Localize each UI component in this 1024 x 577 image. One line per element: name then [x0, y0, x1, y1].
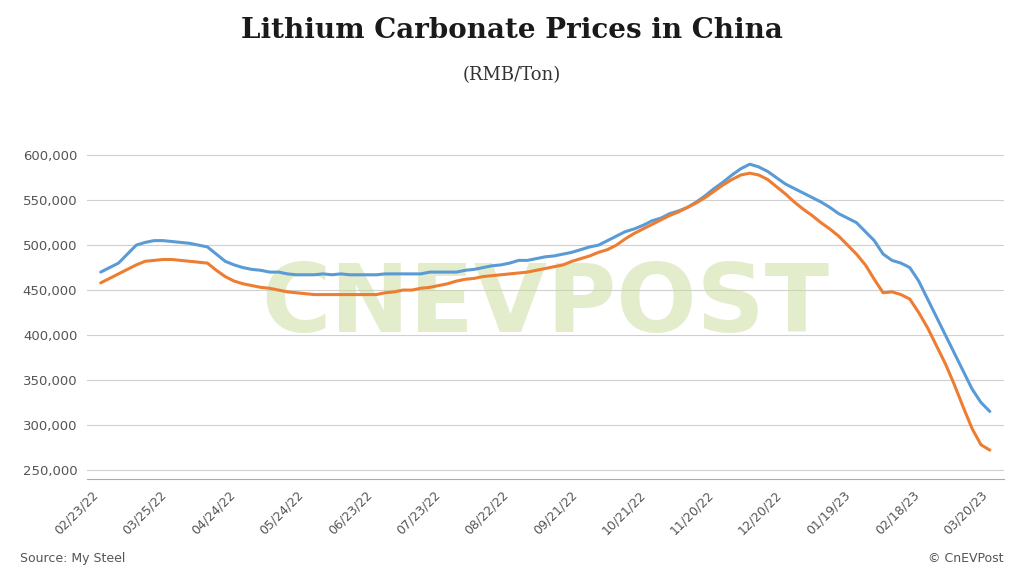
Text: Lithium Carbonate Prices in China: Lithium Carbonate Prices in China	[241, 17, 783, 44]
Text: (RMB/Ton): (RMB/Ton)	[463, 66, 561, 84]
Text: Source: My Steel: Source: My Steel	[20, 552, 126, 565]
Text: CNEVPOST: CNEVPOST	[261, 260, 829, 352]
Text: © CnEVPost: © CnEVPost	[928, 552, 1004, 565]
